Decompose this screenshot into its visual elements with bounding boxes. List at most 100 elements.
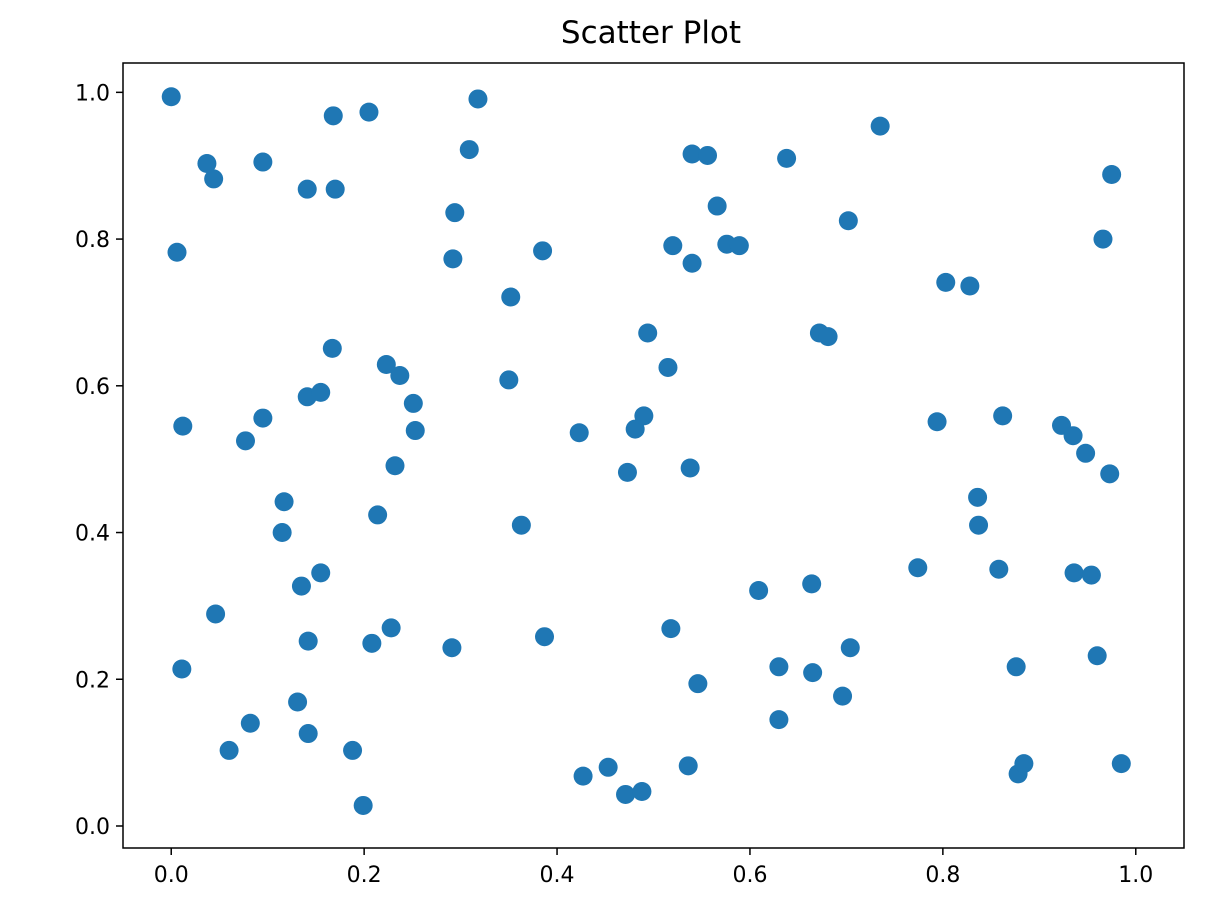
scatter-point	[442, 638, 462, 658]
scatter-point	[323, 106, 343, 126]
x-tick-label: 0.2	[347, 863, 382, 888]
scatter-point	[167, 242, 187, 262]
scatter-point	[219, 740, 239, 760]
scatter-point	[325, 179, 345, 199]
scatter-point	[818, 327, 838, 347]
scatter-point	[678, 756, 698, 776]
scatter-point	[533, 241, 553, 261]
x-tick-label: 0.8	[925, 863, 960, 888]
scatter-point	[298, 631, 318, 651]
scatter-point	[616, 784, 636, 804]
scatter-point	[870, 116, 890, 136]
scatter-point	[749, 580, 769, 600]
y-axis: 0.0 0.2 0.4 0.6 0.8 1.0	[75, 81, 123, 840]
scatter-point	[288, 692, 308, 712]
scatter-point	[1087, 646, 1107, 666]
scatter-point	[298, 724, 318, 744]
scatter-point	[385, 456, 405, 476]
scatter-point	[235, 431, 255, 451]
scatter-point	[1063, 426, 1083, 446]
scatter-point	[698, 145, 718, 165]
scatter-point	[511, 515, 531, 535]
scatter-point	[833, 686, 853, 706]
scatter-point	[206, 604, 226, 624]
scatter-point	[240, 713, 260, 733]
y-tick-label: 0.0	[75, 815, 110, 840]
scatter-point	[204, 169, 224, 189]
scatter-points	[161, 87, 1131, 815]
scatter-point	[993, 406, 1013, 426]
x-tick-label: 0.4	[540, 863, 575, 888]
scatter-point	[1093, 229, 1113, 249]
scatter-point	[680, 458, 700, 478]
scatter-point	[173, 416, 193, 436]
scatter-point	[969, 515, 989, 535]
scatter-point	[253, 152, 273, 172]
scatter-point	[376, 355, 396, 375]
x-axis: 0.0 0.2 0.4 0.6 0.8 1.0	[154, 848, 1153, 888]
scatter-point	[663, 236, 683, 256]
scatter-point	[359, 102, 379, 122]
scatter-point	[803, 663, 823, 683]
scatter-point	[658, 357, 678, 377]
x-tick-label: 1.0	[1118, 863, 1153, 888]
scatter-point	[253, 408, 273, 428]
scatter-point	[989, 559, 1009, 579]
scatter-point	[353, 795, 373, 815]
scatter-point	[1014, 754, 1034, 774]
scatter-point	[769, 710, 789, 730]
scatter-point	[632, 782, 652, 802]
scatter-point	[468, 89, 488, 109]
scatter-point	[960, 276, 980, 296]
scatter-point	[569, 423, 589, 443]
y-tick-label: 0.4	[75, 522, 110, 547]
scatter-point	[1081, 565, 1101, 585]
scatter-point	[1100, 464, 1120, 484]
scatter-point	[682, 144, 702, 164]
scatter-point	[802, 574, 822, 594]
scatter-point	[197, 154, 217, 174]
x-tick-label: 0.6	[732, 863, 767, 888]
scatter-point	[598, 757, 618, 777]
scatter-point	[573, 766, 593, 786]
axes-frame	[122, 62, 1185, 849]
scatter-point	[769, 657, 789, 677]
scatter-point	[638, 323, 658, 343]
scatter-point	[707, 196, 727, 216]
scatter-point	[311, 563, 331, 583]
scatter-point	[617, 462, 637, 482]
scatter-point	[936, 272, 956, 292]
scatter-point	[927, 412, 947, 432]
scatter-point	[777, 148, 797, 168]
scatter-point	[1076, 443, 1096, 463]
scatter-point	[390, 366, 410, 386]
scatter-point	[499, 370, 519, 390]
scatter-point	[161, 87, 181, 107]
scatter-point	[291, 576, 311, 596]
scatter-point	[297, 179, 317, 199]
scatter-point	[688, 674, 708, 694]
scatter-point	[368, 505, 388, 525]
y-tick-label: 0.8	[75, 228, 110, 253]
y-tick-label: 0.6	[75, 375, 110, 400]
scatter-point	[381, 618, 401, 638]
scatter-point	[459, 140, 479, 160]
scatter-point	[405, 421, 425, 441]
scatter-point	[501, 287, 521, 307]
scatter-point	[311, 382, 331, 402]
scatter-point	[838, 211, 858, 231]
scatter-point	[272, 523, 292, 543]
y-tick-label: 0.2	[75, 668, 110, 693]
chart-title: Scatter Plot	[561, 15, 741, 51]
scatter-point	[908, 558, 928, 578]
scatter-point	[535, 627, 555, 647]
y-tick-label: 1.0	[75, 81, 110, 106]
scatter-point	[274, 492, 294, 512]
x-tick-label: 0.0	[154, 863, 189, 888]
scatter-point	[322, 338, 342, 358]
scatter-point	[661, 619, 681, 639]
scatter-point	[343, 740, 363, 760]
scatter-point	[682, 253, 702, 273]
